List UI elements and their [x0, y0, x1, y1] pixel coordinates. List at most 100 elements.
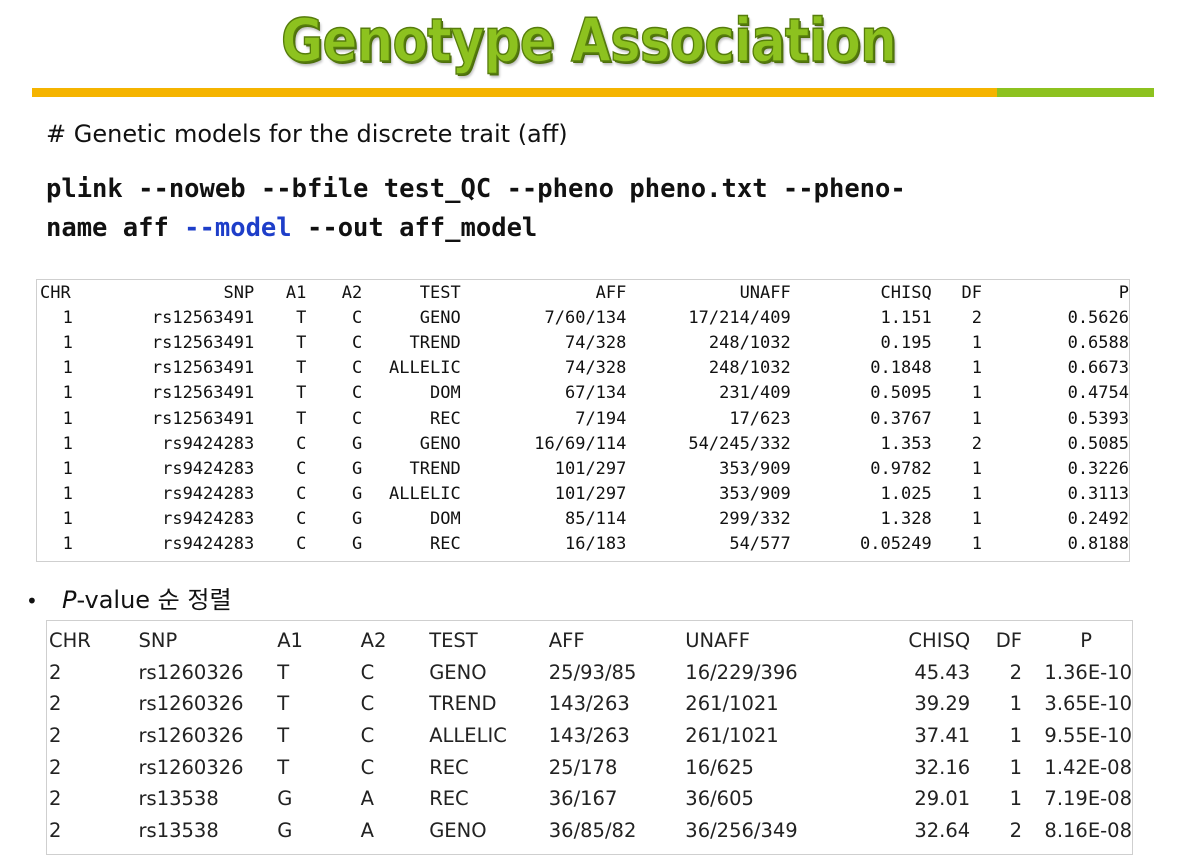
sort-note: • P-value 순 정렬	[26, 580, 232, 615]
raw-cell-unaff: 248/1032	[708, 358, 791, 379]
raw-cell-aff: 85/114	[564, 509, 627, 530]
command-model-flag: --model	[184, 213, 292, 243]
raw-cell-test: TREND	[409, 458, 461, 479]
sorted-cell-chr: 2	[49, 787, 62, 811]
raw-table-row: 1 rs9424283 C G ALLELIC 101/297 353/909 1.025 1 0…	[37, 482, 1129, 507]
raw-cell-snp: rs9424283	[162, 534, 255, 555]
raw-output-table-box: CHR SNP A1 A2 TEST AFF UNAFF CHISQ DF P 1 rs125634…	[36, 279, 1130, 562]
raw-cell-aff: 7/60/134	[544, 307, 627, 328]
sorted-cell-aff: 36/167	[548, 787, 618, 811]
sorted-header-test: TEST	[429, 629, 478, 653]
sorted-cell-snp: rs1260326	[138, 724, 244, 748]
raw-cell-a2: C	[352, 358, 363, 379]
sorted-cell-p: 8.16E-08	[1044, 818, 1132, 842]
sorted-cell-aff: 25/93/85	[548, 660, 637, 684]
sorted-table-body: 2 rs1260326 T C GENO 25/93/85 16/229/396 45.43 2…	[47, 657, 1132, 847]
sorted-cell-p: 1.36E-10	[1044, 660, 1132, 684]
sorted-cell-a1: T	[277, 660, 290, 684]
raw-cell-unaff: 17/623	[729, 408, 791, 429]
raw-cell-aff: 7/194	[575, 408, 627, 429]
raw-cell-a1: T	[296, 332, 307, 353]
raw-cell-chr: 1	[62, 433, 73, 454]
sorted-cell-a1: T	[277, 692, 290, 716]
sorted-cell-test: GENO	[429, 818, 487, 842]
raw-cell-df: 2	[971, 433, 982, 454]
comment-line: # Genetic models for the discrete trait …	[46, 120, 568, 148]
sorted-cell-snp: rs1260326	[138, 692, 244, 716]
sorted-cell-aff: 25/178	[548, 755, 618, 779]
sorted-cell-unaff: 16/625	[685, 755, 754, 779]
sorted-header-p: P	[1080, 629, 1092, 653]
raw-cell-a2: C	[352, 408, 363, 429]
sorted-header-chisq: CHISQ	[908, 629, 971, 653]
raw-cell-p: 0.5626	[1067, 307, 1129, 328]
sorted-cell-test: REC	[429, 755, 469, 779]
sorted-table-row: 2 rs1260326 T C GENO 25/93/85 16/229/396 45.43 2…	[47, 657, 1132, 689]
raw-cell-df: 1	[971, 458, 982, 479]
raw-cell-test: ALLELIC	[389, 358, 461, 379]
p-italic: P	[62, 586, 77, 614]
sorted-cell-p: 3.65E-10	[1044, 692, 1132, 716]
raw-cell-p: 0.8188	[1067, 534, 1129, 555]
raw-table-row: 1 rs12563491 T C TREND 74/328 248/1032 0.195 1 0.…	[37, 330, 1129, 355]
raw-cell-chisq: 0.9782	[870, 458, 932, 479]
raw-cell-chisq: 1.353	[880, 433, 932, 454]
sorted-cell-a1: T	[277, 755, 290, 779]
sorted-cell-chisq: 32.64	[914, 818, 971, 842]
raw-cell-unaff: 353/909	[719, 458, 791, 479]
sorted-table-row: 2 rs13538 G A GENO 36/85/82 36/256/349 32.64 2 8.…	[47, 815, 1132, 847]
raw-cell-chisq: 1.025	[880, 484, 932, 505]
raw-cell-df: 1	[971, 534, 982, 555]
sorted-cell-df: 1	[1009, 787, 1022, 811]
raw-cell-chisq: 1.151	[880, 307, 932, 328]
sorted-cell-chr: 2	[49, 692, 62, 716]
raw-cell-chr: 1	[62, 509, 73, 530]
sorted-cell-snp: rs1260326	[138, 660, 244, 684]
raw-cell-aff: 67/134	[564, 383, 627, 404]
raw-cell-a1: T	[296, 408, 307, 429]
sorted-cell-df: 1	[1009, 692, 1022, 716]
sorted-header-unaff: UNAFF	[685, 629, 750, 653]
raw-table-row: 1 rs12563491 T C ALLELIC 74/328 248/1032 0.1848…	[37, 356, 1129, 381]
raw-cell-df: 1	[971, 332, 982, 353]
sorted-table-row: 2 rs1260326 T C ALLELIC 143/263 261/1021 37.41 1…	[47, 720, 1132, 752]
sorted-cell-unaff: 261/1021	[685, 692, 779, 716]
sorted-cell-a1: T	[277, 724, 290, 748]
raw-cell-snp: rs9424283	[162, 509, 255, 530]
sorted-cell-snp: rs13538	[138, 787, 219, 811]
sorted-cell-test: ALLELIC	[429, 724, 507, 748]
sorted-header-a1: A1	[277, 629, 303, 653]
sorted-cell-unaff: 261/1021	[685, 724, 779, 748]
raw-cell-snp: rs12563491	[151, 307, 255, 328]
sorted-cell-a1: G	[277, 787, 293, 811]
sorted-cell-a1: G	[277, 818, 293, 842]
raw-cell-p: 0.3226	[1067, 458, 1129, 479]
raw-cell-chr: 1	[62, 332, 73, 353]
command-line-2b: --out aff_model	[291, 213, 538, 243]
title-underline	[32, 88, 1154, 97]
raw-cell-chr: 1	[62, 458, 73, 479]
raw-cell-test: REC	[429, 534, 461, 555]
raw-cell-p: 0.5393	[1067, 408, 1129, 429]
raw-cell-a2: C	[352, 383, 363, 404]
command-line-1: plink --noweb --bfile test_QC --pheno ph…	[46, 174, 906, 204]
raw-cell-a1: C	[296, 433, 307, 454]
sorted-cell-chisq: 37.41	[914, 724, 971, 748]
raw-cell-aff: 101/297	[554, 458, 627, 479]
sorted-cell-snp: rs13538	[138, 818, 219, 842]
raw-cell-aff: 74/328	[564, 332, 627, 353]
raw-cell-a2: G	[352, 458, 363, 479]
slide-title: Genotype Association	[280, 5, 897, 77]
raw-cell-test: DOM	[429, 383, 461, 404]
raw-cell-test: GENO	[419, 307, 461, 328]
sorted-cell-chr: 2	[49, 724, 62, 748]
raw-cell-chisq: 0.5095	[870, 383, 932, 404]
sorted-cell-a2: C	[360, 660, 375, 684]
raw-cell-df: 1	[971, 509, 982, 530]
sorted-cell-df: 1	[1009, 724, 1022, 748]
raw-cell-a2: G	[352, 534, 363, 555]
sorted-cell-aff: 36/85/82	[548, 818, 637, 842]
raw-cell-aff: 16/183	[564, 534, 627, 555]
sorted-cell-test: GENO	[429, 660, 487, 684]
plink-command: plink --noweb --bfile test_QC --pheno ph…	[46, 170, 1146, 248]
